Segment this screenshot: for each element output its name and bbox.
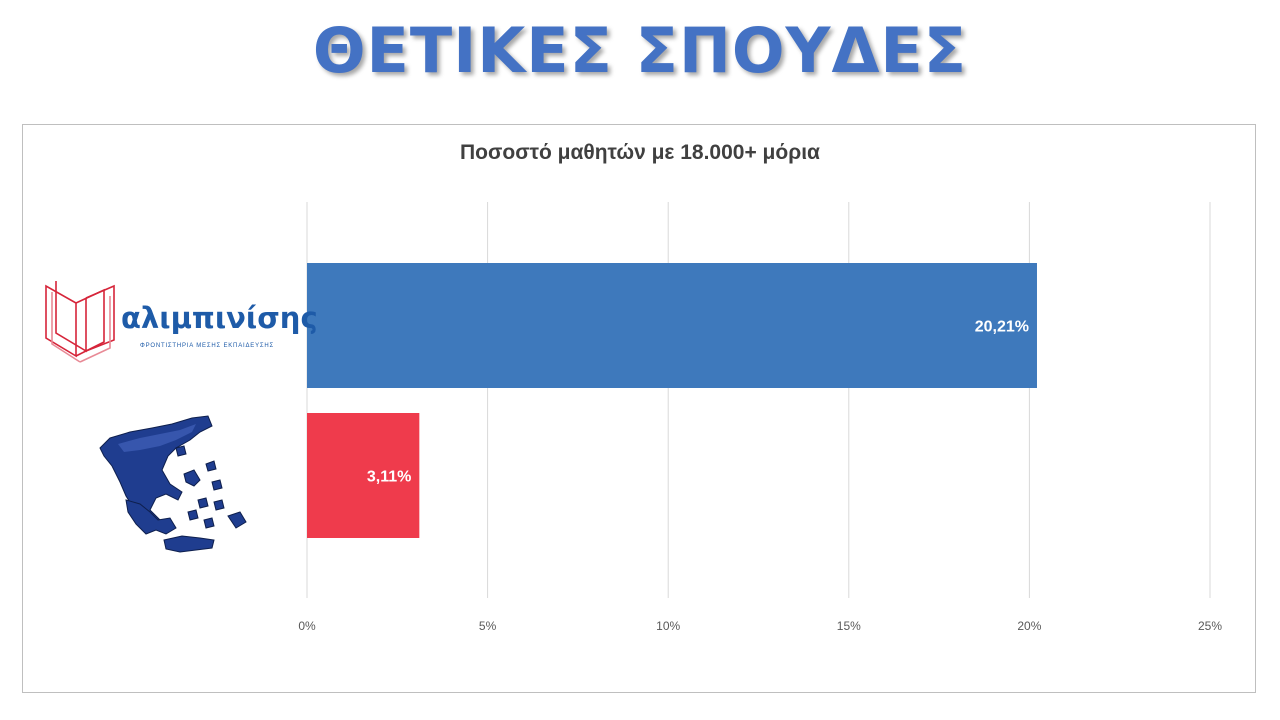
bar-0 xyxy=(307,263,1037,388)
x-tick-label: 0% xyxy=(298,619,316,633)
logo-tagline: ΦΡΟΝΤΙΣΤΗΡΙΑ ΜΕΣΗΣ ΕΚΠΑΙΔΕΥΣΗΣ xyxy=(140,343,274,349)
chart-title: Ποσοστό μαθητών με 18.000+ μόρια xyxy=(460,141,820,164)
logo-name: αλιμπινίσης xyxy=(121,301,318,335)
x-tick-label: 10% xyxy=(656,619,680,633)
slide-title: ΘΕΤΙΚΕΣ ΣΠΟΥΔΕΣ xyxy=(312,14,968,87)
data-labels: 20,21% 3,11% xyxy=(367,319,1029,486)
x-tick-label: 25% xyxy=(1198,619,1222,633)
chart-frame xyxy=(22,124,1256,693)
bar-value-label: 20,21% xyxy=(975,319,1029,336)
x-tick-label: 15% xyxy=(837,619,861,633)
x-axis-ticks: 0% 5% 10% 15% 20% 25% xyxy=(298,619,1222,633)
bars xyxy=(307,263,1037,538)
x-tick-label: 20% xyxy=(1017,619,1041,633)
alimpinisis-logo: αλιμπινίσης ΦΡΟΝΤΙΣΤΗΡΙΑ ΜΕΣΗΣ ΕΚΠΑΙΔΕΥΣ… xyxy=(45,281,318,363)
gridlines xyxy=(306,202,1211,598)
greece-map-icon xyxy=(99,415,247,553)
bar-1 xyxy=(307,413,420,538)
bar-value-label: 3,11% xyxy=(367,469,411,486)
book-logo-icon xyxy=(45,281,115,363)
x-tick-label: 5% xyxy=(479,619,497,633)
